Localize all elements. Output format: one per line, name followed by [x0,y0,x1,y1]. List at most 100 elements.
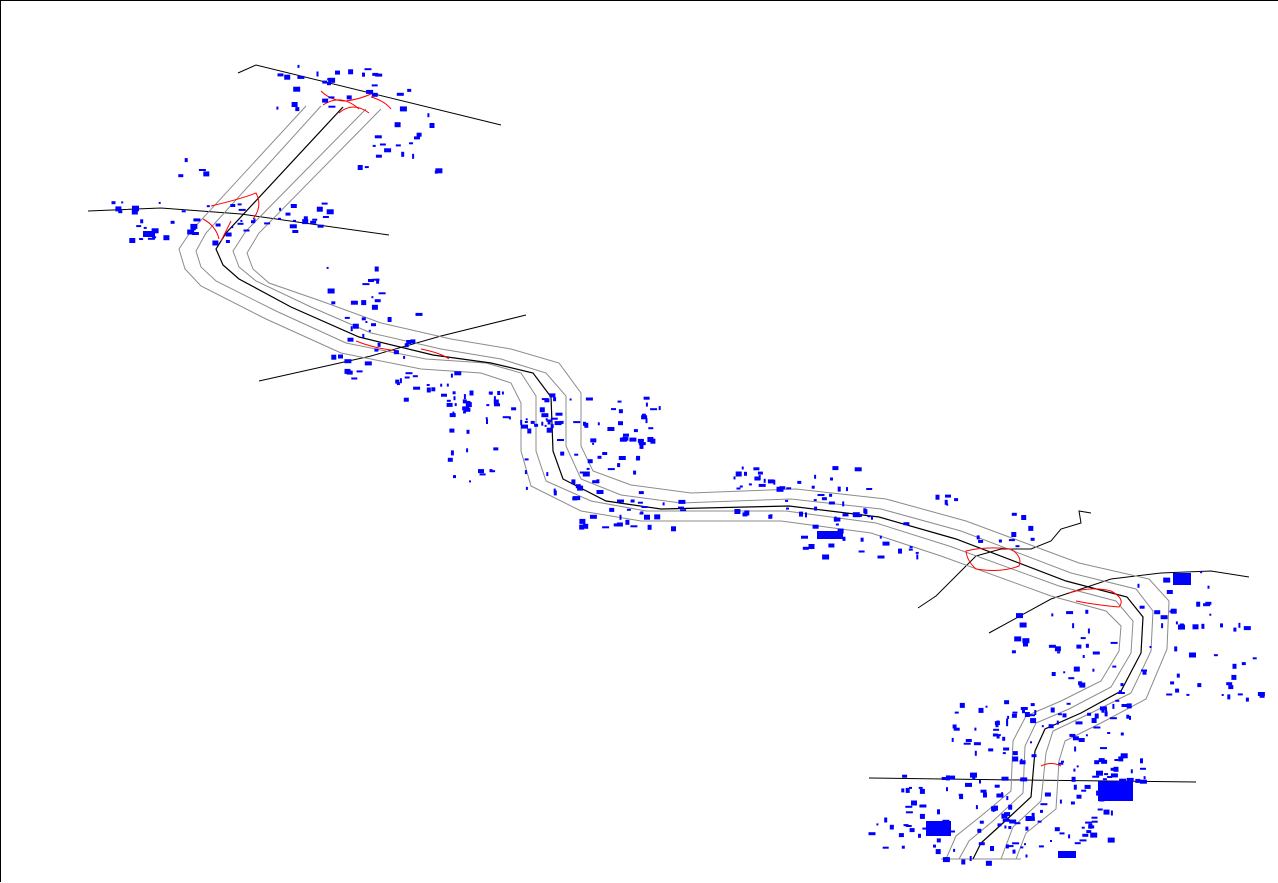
building-footprint [733,476,736,480]
building-footprint [452,411,455,414]
building-footprint [1220,623,1223,628]
building-footprint [802,546,809,550]
building-footprint [678,499,686,504]
building-footprint [1207,585,1210,589]
building-footprint [350,300,358,305]
building-footprint [974,750,977,756]
building-footprint [393,350,399,355]
building-footprint [866,488,873,490]
building-footprint [582,471,590,477]
building-footprint [680,509,687,512]
building-footprint [409,142,413,145]
building-footprint [1097,808,1103,811]
building-footprint [338,354,343,359]
building-footprint [596,490,604,494]
building-footprint [1101,709,1105,713]
building-footprint [414,136,420,140]
building-footprint [821,497,827,501]
building-footprint [744,471,747,476]
building-footprint [1076,644,1082,649]
building-footprint [198,169,206,171]
building-footprint [371,92,378,97]
building-footprint [629,437,637,442]
building-footprint [1004,825,1007,829]
building-footprint [181,210,186,213]
building-footprint [368,329,371,332]
building-footprint [292,230,299,233]
building-footprint [1143,776,1146,780]
building-footprint [404,343,409,348]
building-footprint [983,792,987,798]
building-footprint [344,359,352,364]
building-footprint [1104,711,1108,717]
building-footprint [331,301,336,305]
building-footprint [1025,816,1032,821]
building-footprint [407,88,412,92]
building-footprint [997,823,1002,827]
building-footprint [404,376,410,379]
building-footprint [1076,765,1079,768]
building-footprint [316,206,323,212]
building-footprint [905,787,910,793]
building-footprint [465,400,471,403]
building-footprint [1221,694,1224,696]
building-footprint [494,403,500,407]
building-footprint [935,494,940,500]
building-footprint [1082,833,1089,837]
building-footprint [426,387,431,393]
building-footprint [630,499,635,503]
building-footprint [630,525,638,528]
building-footprint [945,494,951,498]
building-footprint [527,428,532,434]
building-footprint [1020,846,1024,849]
building-footprint [654,514,661,520]
building-footprint [1139,605,1145,609]
building-footprint [754,476,761,481]
building-footprint [1006,796,1009,801]
building-footprint [753,467,760,471]
building-footprint [163,235,170,241]
building-footprint [650,438,656,444]
building-footprint [1174,646,1178,652]
building-footprint [1115,699,1120,702]
building-footprint [1166,693,1173,696]
building-footprint [959,794,964,800]
building-footprint [449,428,455,433]
building-footprint [916,554,919,560]
building-footprint [569,398,572,401]
building-footprint [121,201,124,204]
building-footprint [965,739,972,742]
building-footprint [225,232,232,237]
building-footprint [447,457,453,462]
building-footprint [735,471,742,477]
building-footprint [374,135,382,139]
building-footprint [884,817,888,823]
building-footprint [413,386,421,390]
building-footprint [951,737,954,742]
building-footprint [554,421,562,426]
building-footprint [322,216,329,218]
building-footprint [1002,752,1006,755]
crossing-road [258,314,527,382]
building-footprint [151,228,159,234]
building-footprint [1126,714,1130,719]
building-footprint [410,339,416,344]
building-footprint [852,512,860,518]
building-footprint [933,844,936,848]
building-footprint [935,849,941,855]
building-footprint [295,107,300,112]
building-footprint [1213,654,1218,657]
building-footprint [647,524,652,530]
building-footprint [1093,726,1101,729]
interchange-ramp [220,220,232,242]
building-footprint [991,806,997,812]
building-footprint [264,222,271,225]
building-footprint [625,519,630,525]
building-footprint [485,417,488,420]
building-footprint [736,487,741,490]
building-footprint [911,800,917,806]
building-footprint [348,69,354,75]
building-footprint [828,501,835,505]
building-footprint [1082,655,1085,658]
